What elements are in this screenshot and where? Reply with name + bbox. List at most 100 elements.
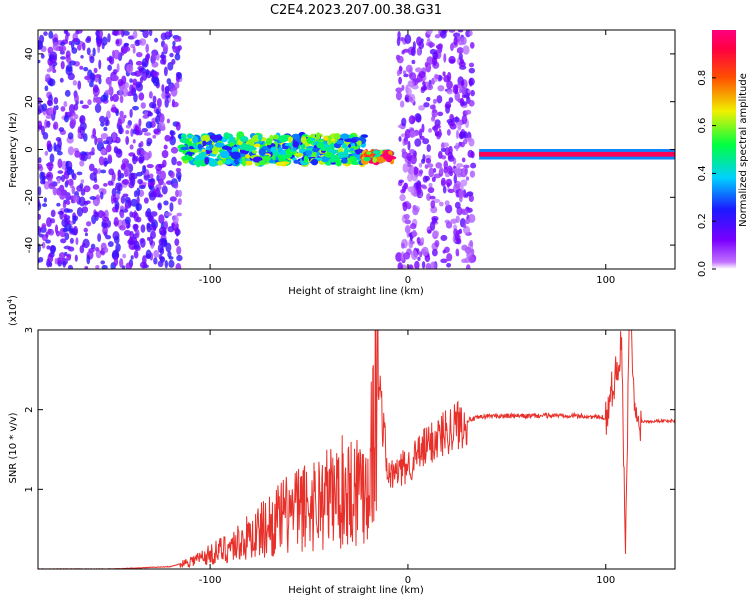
spectrogram-cell bbox=[445, 104, 451, 114]
spectrogram-cell bbox=[168, 259, 175, 268]
spectrogram-cell bbox=[420, 237, 425, 245]
spectrogram-cell bbox=[60, 238, 67, 244]
spectrogram-cell bbox=[46, 245, 51, 250]
spectrogram-cell bbox=[430, 116, 436, 122]
spectrogram-cell bbox=[437, 43, 443, 50]
spectrogram-cell bbox=[38, 256, 44, 263]
spectrogram-cell bbox=[434, 119, 441, 127]
spectrogram-cell bbox=[418, 71, 426, 79]
spectrogram-cell bbox=[416, 36, 422, 46]
spectrogram-cell bbox=[219, 150, 230, 159]
spectrogram-cell bbox=[38, 59, 41, 64]
spectrogram-cell bbox=[98, 76, 102, 85]
spectrogram-cell bbox=[469, 42, 475, 49]
spectrogram-cell bbox=[403, 213, 410, 220]
spectrogram-cell bbox=[157, 260, 164, 268]
spectrogram-cell bbox=[421, 261, 426, 269]
spectrogram-cell bbox=[84, 265, 89, 269]
spectrogram-cell bbox=[395, 87, 403, 93]
spectrogram-cell bbox=[407, 140, 411, 151]
spectrogram-cell bbox=[446, 80, 453, 90]
spectrogram-cell bbox=[462, 208, 469, 216]
spectrogram-panel: -100 0 100 -40 -20 0 20 40 Height of straight … bbox=[8, 29, 676, 297]
spectrogram-cell bbox=[447, 188, 455, 194]
spectrogram-cell bbox=[411, 59, 416, 65]
spectrogram-cell bbox=[56, 202, 61, 207]
spectrogram-cell bbox=[150, 227, 157, 231]
spectrogram-cell bbox=[99, 115, 106, 123]
spectrogram-cell bbox=[428, 42, 435, 48]
spectrogram-cell bbox=[170, 146, 179, 154]
spectrogram-cell bbox=[230, 151, 241, 160]
spectrogram-cell bbox=[95, 265, 100, 269]
spectrogram-cell bbox=[48, 107, 55, 115]
spectrogram-cell bbox=[458, 52, 463, 61]
spectrogram-cell bbox=[132, 223, 139, 230]
spectrogram-cell bbox=[167, 225, 175, 233]
spectrogram-cell bbox=[69, 237, 74, 244]
spectrogram-cell bbox=[84, 232, 88, 237]
spectrogram-cell bbox=[186, 156, 194, 161]
spectrogram-cell bbox=[120, 172, 125, 179]
spectrogram-cell bbox=[454, 166, 462, 175]
spectrogram-cell bbox=[132, 78, 138, 86]
spectrogram-cell bbox=[59, 189, 68, 196]
spectrogram-cell bbox=[433, 173, 441, 179]
spectrogram-cell bbox=[38, 157, 42, 164]
spectrogram-cell bbox=[60, 106, 66, 112]
spectrogram-cell bbox=[163, 144, 168, 150]
spectrogram-cell bbox=[130, 176, 136, 187]
spectrogram-cell bbox=[340, 133, 350, 140]
colorbar-tick-label: 0.6 bbox=[697, 118, 708, 134]
spectrogram-cell bbox=[446, 128, 451, 136]
spectrogram-cell bbox=[470, 162, 477, 169]
spectrogram-cell bbox=[422, 185, 428, 190]
spectrogram-cell bbox=[411, 250, 418, 261]
spectrogram-cell bbox=[278, 158, 285, 162]
spectrogram-cell bbox=[56, 187, 61, 196]
spectrogram-cell bbox=[114, 200, 120, 210]
spectrogram-cell bbox=[140, 238, 146, 248]
spectrogram-cell bbox=[104, 116, 109, 127]
spectrogram-cell bbox=[70, 118, 77, 127]
spectrogram-cell bbox=[47, 253, 54, 263]
spectrogram-cell bbox=[165, 31, 170, 37]
x-tick-label: -100 bbox=[199, 275, 222, 286]
spectrogram-cell bbox=[463, 223, 467, 229]
spectrogram-cell bbox=[124, 216, 131, 225]
spectrogram-cell bbox=[67, 146, 75, 156]
spectrogram-cell bbox=[301, 143, 306, 150]
spectrogram-cell bbox=[135, 228, 140, 239]
spectrogram-cell bbox=[243, 144, 253, 152]
spectrogram-cell bbox=[43, 31, 48, 36]
spectrogram-cell bbox=[139, 261, 148, 269]
spectrogram-cell bbox=[113, 49, 120, 60]
spectrogram-cell bbox=[189, 148, 200, 153]
spectrogram-cell bbox=[107, 241, 114, 248]
spectrogram-cell bbox=[121, 87, 129, 97]
spectrogram-cell bbox=[83, 185, 91, 193]
spectrogram-cell bbox=[138, 93, 145, 101]
spectrogram-cell bbox=[442, 71, 446, 77]
spectrogram-cell bbox=[456, 47, 464, 54]
spectrogram-cell bbox=[426, 56, 434, 65]
spectrogram-cell bbox=[153, 250, 160, 258]
spectrogram-cell bbox=[418, 128, 423, 138]
spectrogram-cell bbox=[66, 32, 70, 37]
spectrogram-cell bbox=[421, 246, 429, 257]
spectrogram-cell bbox=[45, 231, 49, 238]
spectrogram-cell bbox=[456, 163, 464, 168]
spectrogram-cell bbox=[460, 36, 467, 45]
spectrogram-cell bbox=[468, 67, 476, 74]
spectrogram-cell bbox=[135, 82, 144, 92]
spectrogram-cell bbox=[161, 149, 169, 159]
spectrogram-cell bbox=[412, 207, 419, 216]
spectrogram-cell bbox=[81, 104, 89, 109]
spectrogram-cell bbox=[126, 63, 134, 74]
spectrogram-cell bbox=[48, 30, 54, 39]
spectrogram-cell bbox=[455, 142, 459, 152]
spectrogram-cell bbox=[47, 46, 54, 54]
spectrogram-cell bbox=[460, 80, 465, 87]
spectrogram-cell bbox=[101, 211, 106, 217]
spectrogram-cell bbox=[75, 237, 79, 246]
